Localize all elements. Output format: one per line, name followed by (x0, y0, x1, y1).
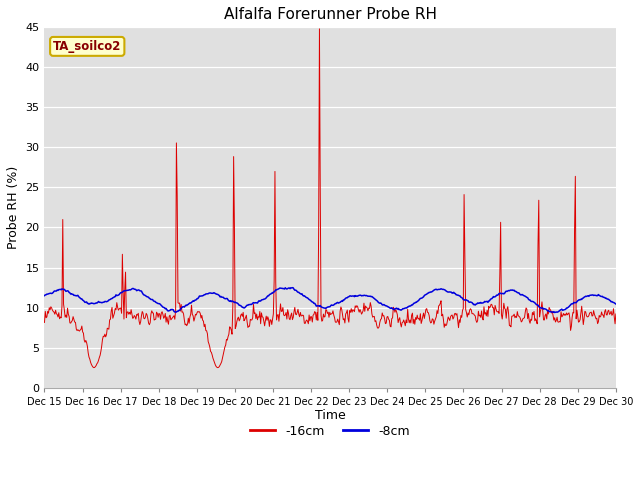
Text: TA_soilco2: TA_soilco2 (53, 40, 122, 53)
Y-axis label: Probe RH (%): Probe RH (%) (7, 166, 20, 249)
X-axis label: Time: Time (315, 409, 346, 422)
Legend: -16cm, -8cm: -16cm, -8cm (245, 420, 415, 443)
Title: Alfalfa Forerunner Probe RH: Alfalfa Forerunner Probe RH (223, 7, 436, 22)
